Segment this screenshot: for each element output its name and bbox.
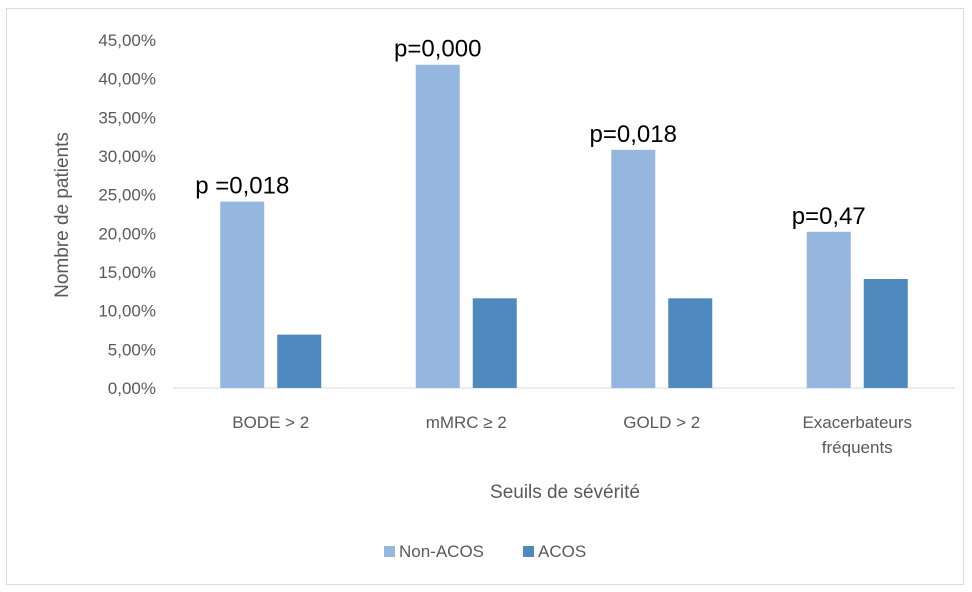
annotations: p =0,018 p=0,000 p=0,018 p=0,47	[195, 36, 866, 230]
bar-acos-0	[277, 334, 322, 388]
y-axis-title: Nombre de patients	[52, 132, 73, 298]
p-value-annotation: p=0,000	[394, 36, 481, 63]
p-value-annotation: p=0,47	[792, 203, 866, 230]
bar-acos-1	[472, 298, 517, 388]
y-tick-label: 20,00%	[98, 224, 156, 243]
bar-acos-3	[863, 278, 908, 388]
y-tick-label: 40,00%	[98, 70, 156, 89]
p-value-annotation: p=0,018	[590, 121, 677, 148]
category-label: BODE > 2	[232, 413, 309, 432]
legend-label-non-acos: Non-ACOS	[399, 542, 484, 561]
category-label: Exacerbateurs	[802, 413, 912, 432]
category-label: GOLD > 2	[623, 413, 700, 432]
y-tick-label: 45,00%	[98, 31, 156, 50]
legend-label-acos: ACOS	[538, 542, 586, 561]
bar-non-acos-0	[220, 201, 265, 388]
p-value-annotation: p =0,018	[195, 173, 289, 200]
bar-acos-2	[668, 298, 713, 388]
bar-non-acos-3	[806, 231, 851, 388]
y-tick-label: 0,00%	[108, 379, 156, 398]
y-tick-label: 15,00%	[98, 263, 156, 282]
category-label: mMRC ≥ 2	[426, 413, 507, 432]
y-tick-label: 30,00%	[98, 147, 156, 166]
x-axis-title: Seuils de sévérité	[490, 482, 640, 503]
legend-swatch-non-acos	[384, 546, 395, 557]
y-tick-label: 35,00%	[98, 108, 156, 127]
category-label: fréquents	[822, 438, 893, 457]
y-axis-ticks: 0,00% 5,00% 10,00% 15,00% 20,00% 25,00% 30,00%…	[98, 31, 156, 398]
y-tick-label: 5,00%	[108, 340, 156, 359]
y-tick-label: 10,00%	[98, 302, 156, 321]
category-labels: BODE > 2 mMRC ≥ 2 GOLD > 2 Exacerbateurs fré…	[232, 413, 912, 457]
bars	[220, 64, 908, 388]
bar-non-acos-1	[415, 64, 460, 388]
legend-swatch-acos	[523, 546, 534, 557]
chart-frame	[6, 8, 964, 585]
bar-non-acos-2	[611, 149, 656, 388]
legend: Non-ACOS ACOS	[384, 542, 586, 561]
y-tick-label: 25,00%	[98, 186, 156, 205]
